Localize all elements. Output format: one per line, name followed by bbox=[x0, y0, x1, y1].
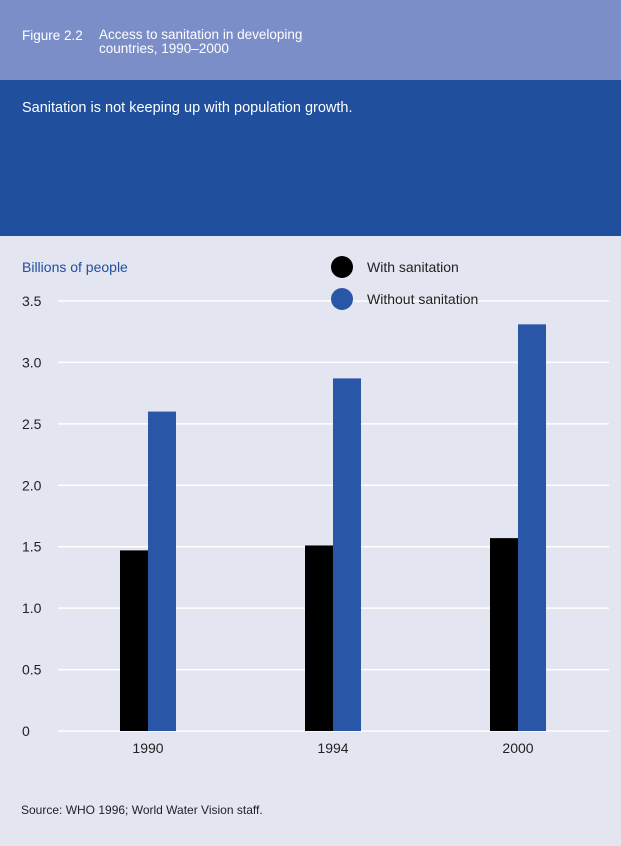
figure-label: Figure 2.2 bbox=[22, 28, 83, 43]
bar-without-sanitation-1990 bbox=[148, 411, 176, 731]
subtitle-banner: Sanitation is not keeping up with popula… bbox=[0, 80, 621, 236]
legend-swatch-with-sanitation bbox=[331, 256, 353, 278]
bar-with-sanitation-1994 bbox=[305, 545, 333, 731]
x-tick-label: 2000 bbox=[502, 740, 533, 756]
y-tick-label: 0 bbox=[22, 723, 30, 739]
y-tick-label: 1.5 bbox=[22, 539, 42, 555]
legend-item-with-sanitation: With sanitation bbox=[331, 256, 459, 278]
legend-swatch-without-sanitation bbox=[331, 288, 353, 310]
x-tick-label: 1990 bbox=[132, 740, 163, 756]
y-tick-labels: 0 0.5 1.0 1.5 2.0 2.5 3.0 3.5 bbox=[22, 293, 42, 739]
bar-without-sanitation-2000 bbox=[518, 324, 546, 731]
figure-title-line-1: Access to sanitation in developing bbox=[99, 27, 303, 42]
bar-with-sanitation-1990 bbox=[120, 550, 148, 731]
source-note: Source: WHO 1996; World Water Vision sta… bbox=[21, 803, 263, 817]
bars bbox=[120, 324, 546, 731]
x-tick-labels: 1990 1994 2000 bbox=[132, 740, 533, 756]
bar-without-sanitation-1994 bbox=[333, 378, 361, 731]
bar-with-sanitation-2000 bbox=[490, 538, 518, 731]
figure-title-line-2: countries, 1990–2000 bbox=[99, 41, 229, 56]
x-tick-label: 1994 bbox=[317, 740, 348, 756]
y-tick-label: 2.0 bbox=[22, 477, 42, 493]
y-tick-label: 1.0 bbox=[22, 600, 42, 616]
legend-label-with-sanitation: With sanitation bbox=[367, 259, 459, 275]
y-tick-label: 0.5 bbox=[22, 662, 42, 678]
y-axis-label: Billions of people bbox=[22, 259, 128, 275]
bar-chart: 0 0.5 1.0 1.5 2.0 2.5 3.0 3.5 1990 1994 2000 Bill… bbox=[22, 256, 609, 756]
legend-item-without-sanitation: Without sanitation bbox=[331, 288, 478, 310]
y-tick-label: 3.0 bbox=[22, 354, 42, 370]
chart-subtitle: Sanitation is not keeping up with popula… bbox=[22, 100, 353, 116]
legend: With sanitation Without sanitation bbox=[331, 256, 478, 310]
legend-label-without-sanitation: Without sanitation bbox=[367, 291, 478, 307]
y-tick-label: 3.5 bbox=[22, 293, 42, 309]
figure-header: Figure 2.2 Access to sanitation in devel… bbox=[0, 0, 621, 80]
y-tick-label: 2.5 bbox=[22, 416, 42, 432]
